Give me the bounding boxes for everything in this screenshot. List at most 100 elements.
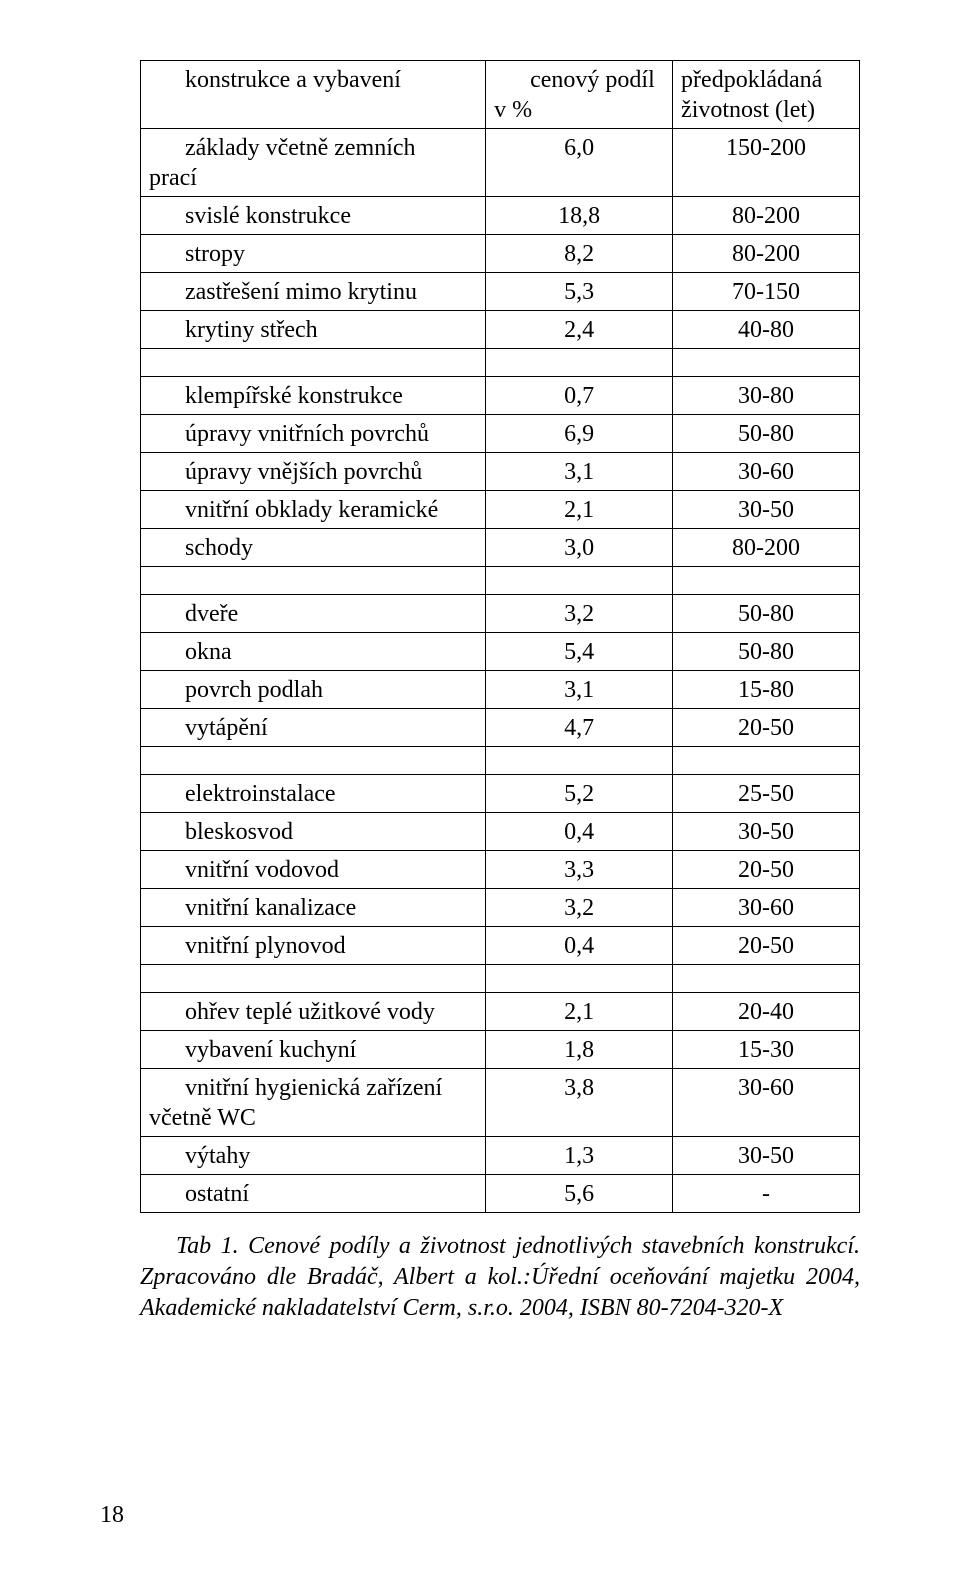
table-row: úpravy vnějších povrchů3,130-60: [141, 453, 860, 491]
table-row: vnitřní plynovod0,420-50: [141, 927, 860, 965]
row-value: 0,4: [486, 813, 673, 851]
row-label-line1: základy včetně zemních: [149, 133, 477, 163]
row-value: 2,1: [486, 993, 673, 1031]
row-label-text: ohřev teplé užitkové vody: [149, 997, 477, 1027]
table-row: svislé konstrukce18,880-200: [141, 197, 860, 235]
row-value: 2,4: [486, 311, 673, 349]
row-label-line2: prací: [149, 165, 197, 191]
row-life: 30-50: [673, 813, 860, 851]
row-label: vnitřní vodovod: [141, 851, 486, 889]
row-label-text: bleskosvod: [149, 817, 477, 847]
row-value: 6,9: [486, 415, 673, 453]
row-label: výtahy: [141, 1137, 486, 1175]
table-row: vnitřní obklady keramické 2,130-50: [141, 491, 860, 529]
row-label: úpravy vnějších povrchů: [141, 453, 486, 491]
row-value: 3,1: [486, 453, 673, 491]
row-life: 40-80: [673, 311, 860, 349]
construction-table: konstrukce a vybavení cenový podíl v % p…: [140, 60, 860, 1213]
row-label-text: vnitřní kanalizace: [149, 893, 477, 923]
row-label-line2: včetně WC: [149, 1105, 256, 1131]
row-label-text: úpravy vnitřních povrchů: [149, 419, 477, 449]
spacer-cell: [486, 965, 673, 993]
row-value: 5,6: [486, 1175, 673, 1213]
table-row: ohřev teplé užitkové vody 2,120-40: [141, 993, 860, 1031]
table-row: stropy8,280-200: [141, 235, 860, 273]
row-life: 20-50: [673, 709, 860, 747]
row-label: povrch podlah: [141, 671, 486, 709]
header-col2: cenový podíl v %: [486, 61, 673, 129]
spacer-row: [141, 567, 860, 595]
caption-text: Tab 1. Cenové podíly a životnost jednotl…: [140, 1233, 860, 1321]
row-life: 150-200: [673, 129, 860, 197]
row-value: 5,3: [486, 273, 673, 311]
row-life: 30-50: [673, 491, 860, 529]
row-label-text: zastřešení mimo krytinu: [149, 277, 477, 307]
table-row: výtahy 1,330-50: [141, 1137, 860, 1175]
row-label-text: vnitřní plynovod: [149, 931, 477, 961]
row-value: 3,2: [486, 889, 673, 927]
row-life: 20-40: [673, 993, 860, 1031]
row-life: 20-50: [673, 851, 860, 889]
row-label: okna: [141, 633, 486, 671]
row-label: zastřešení mimo krytinu: [141, 273, 486, 311]
spacer-cell: [141, 747, 486, 775]
row-label: bleskosvod: [141, 813, 486, 851]
row-life: 30-60: [673, 889, 860, 927]
header-col3-line2: životnost (let): [681, 97, 815, 123]
page: konstrukce a vybavení cenový podíl v % p…: [0, 0, 960, 1589]
table-row: okna5,450-80: [141, 633, 860, 671]
row-label-text: výtahy: [149, 1141, 477, 1171]
row-label-text: povrch podlah: [149, 675, 477, 705]
row-value: 0,7: [486, 377, 673, 415]
table-row: dveře3,250-80: [141, 595, 860, 633]
table-row: vnitřní hygienická zařízenívčetně WC3,83…: [141, 1069, 860, 1137]
row-label-text: ostatní: [149, 1179, 477, 1209]
row-life: 25-50: [673, 775, 860, 813]
row-label: vnitřní kanalizace: [141, 889, 486, 927]
row-label: vybavení kuchyní: [141, 1031, 486, 1069]
table-row: vnitřní vodovod 3,320-50: [141, 851, 860, 889]
table-row: vybavení kuchyní1,815-30: [141, 1031, 860, 1069]
table-header-row: konstrukce a vybavení cenový podíl v % p…: [141, 61, 860, 129]
row-life: -: [673, 1175, 860, 1213]
row-life: 30-50: [673, 1137, 860, 1175]
row-label-text: vnitřní vodovod: [149, 855, 477, 885]
row-life: 80-200: [673, 197, 860, 235]
row-value: 1,8: [486, 1031, 673, 1069]
row-label-text: dveře: [149, 599, 477, 629]
row-label: elektroinstalace: [141, 775, 486, 813]
row-label: schody: [141, 529, 486, 567]
row-life: 15-80: [673, 671, 860, 709]
row-value: 1,3: [486, 1137, 673, 1175]
row-label-line1: vnitřní hygienická zařízení: [149, 1073, 477, 1103]
page-number: 18: [100, 1502, 124, 1529]
header-col2-line1: cenový podíl: [494, 65, 664, 95]
row-label: vnitřní obklady keramické: [141, 491, 486, 529]
row-value: 3,3: [486, 851, 673, 889]
row-label: základy včetně zemníchprací: [141, 129, 486, 197]
header-col3-line1: předpokládaná: [681, 67, 822, 93]
spacer-row: [141, 965, 860, 993]
spacer-cell: [486, 747, 673, 775]
row-value: 5,4: [486, 633, 673, 671]
row-label: stropy: [141, 235, 486, 273]
spacer-cell: [486, 349, 673, 377]
table-row: povrch podlah 3,115-80: [141, 671, 860, 709]
row-value: 0,4: [486, 927, 673, 965]
row-label-text: okna: [149, 637, 477, 667]
row-label-text: elektroinstalace: [149, 779, 477, 809]
row-label: svislé konstrukce: [141, 197, 486, 235]
row-value: 3,1: [486, 671, 673, 709]
table-row: ostatní 5,6-: [141, 1175, 860, 1213]
spacer-cell: [486, 567, 673, 595]
row-life: 15-30: [673, 1031, 860, 1069]
row-value: 4,7: [486, 709, 673, 747]
row-label-text: vnitřní obklady keramické: [149, 495, 477, 525]
row-value: 2,1: [486, 491, 673, 529]
table-caption: Tab 1. Cenové podíly a životnost jednotl…: [140, 1231, 860, 1325]
row-label: vnitřní hygienická zařízenívčetně WC: [141, 1069, 486, 1137]
row-label: vnitřní plynovod: [141, 927, 486, 965]
row-value: 5,2: [486, 775, 673, 813]
table-row: základy včetně zemníchprací6,0150-200: [141, 129, 860, 197]
table-row: vytápění4,720-50: [141, 709, 860, 747]
